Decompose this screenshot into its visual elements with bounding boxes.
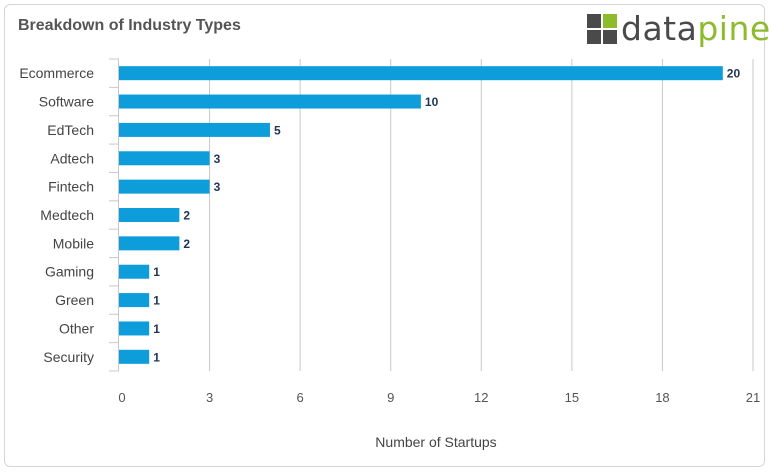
bar	[119, 208, 180, 222]
category-label: EdTech	[47, 122, 94, 138]
logo-wordmark: datapine	[621, 9, 771, 49]
category-label: Ecommerce	[19, 65, 94, 81]
data-label: 1	[153, 265, 160, 279]
data-label: 5	[274, 123, 281, 137]
category-label: Medtech	[40, 207, 94, 223]
chart-title: Breakdown of Industry Types	[18, 17, 241, 34]
bar	[119, 321, 150, 336]
data-label: 1	[153, 294, 160, 308]
category-label: Security	[43, 349, 94, 365]
data-label: 10	[425, 95, 439, 109]
data-label: 1	[153, 322, 160, 336]
bar	[119, 122, 270, 137]
bar	[119, 264, 150, 279]
x-tick-label: 15	[565, 390, 579, 405]
data-label: 1	[153, 350, 160, 364]
data-label: 2	[183, 237, 190, 251]
x-tick-label: 21	[746, 390, 760, 405]
bar	[119, 236, 180, 251]
logo-text-pine: pine	[697, 9, 771, 48]
x-tick-label: 6	[297, 390, 304, 405]
category-label: Software	[39, 94, 94, 110]
x-tick-label: 0	[118, 390, 125, 405]
bar	[119, 94, 421, 109]
category-label: Fintech	[48, 179, 94, 195]
bar	[119, 293, 150, 308]
data-label: 3	[214, 152, 221, 166]
category-label: Green	[55, 292, 94, 308]
category-label: Mobile	[53, 235, 94, 251]
data-label: 2	[183, 209, 190, 223]
chart-card	[4, 4, 765, 467]
bar	[119, 66, 723, 81]
logo-text-data: data	[621, 9, 698, 48]
category-label: Gaming	[45, 264, 94, 280]
data-label: 3	[214, 180, 221, 194]
category-label: Adtech	[50, 150, 94, 166]
bar	[119, 349, 150, 364]
bar	[119, 179, 210, 194]
x-tick-label: 3	[206, 390, 213, 405]
category-label: Other	[59, 320, 94, 336]
data-label: 20	[727, 67, 741, 81]
logo-mark-icon	[587, 14, 617, 44]
x-tick-label: 12	[474, 390, 488, 405]
x-axis-title: Number of Startups	[375, 434, 496, 450]
bar	[119, 151, 210, 166]
x-tick-label: 18	[655, 390, 669, 405]
datapine-logo: datapine	[587, 9, 770, 48]
x-tick-label: 9	[387, 390, 394, 405]
